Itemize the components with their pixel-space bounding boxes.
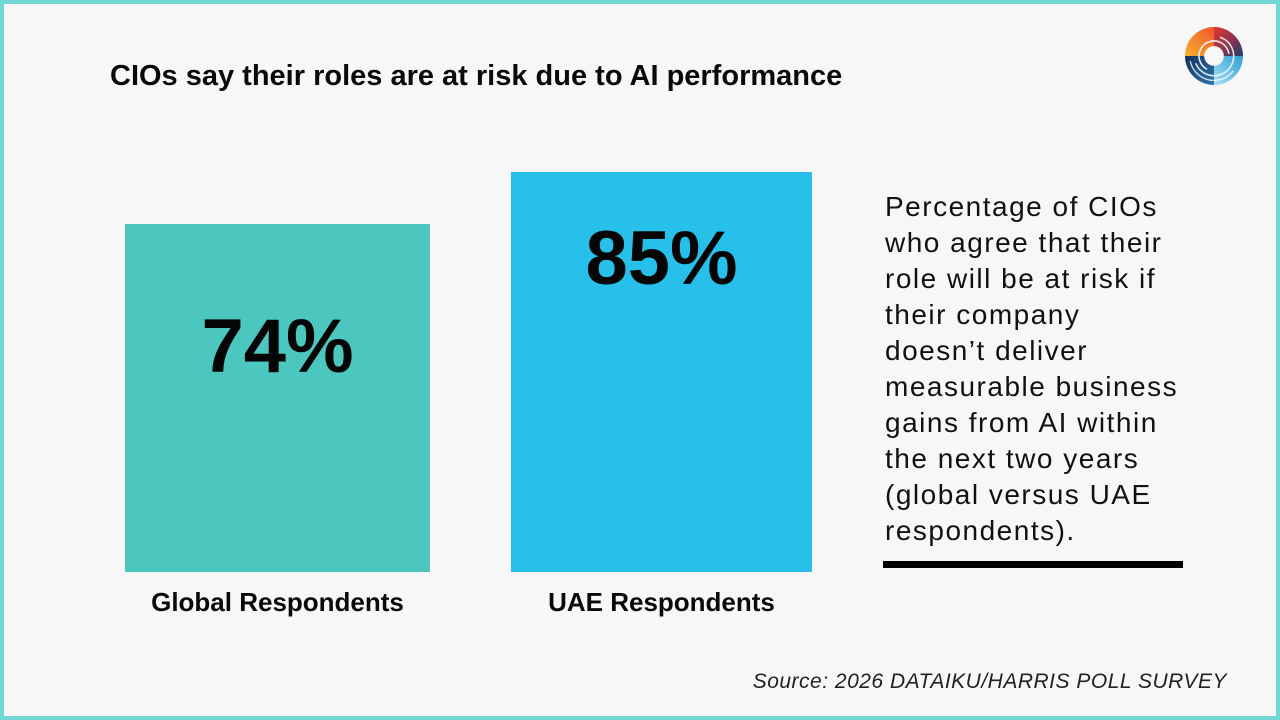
category-label-global: Global Respondents [151,587,404,617]
bar-global-respondents: 74% [125,224,430,572]
chart-description: Percentage of CIOs who agree that their … [885,191,1179,546]
swirl-logo-graphic [1185,27,1243,85]
bar-value-label-uae: 85% [585,216,738,301]
bar-value-label-global: 74% [201,304,354,389]
chart-title: CIOs say their roles are at risk due to … [110,60,843,92]
divider-rule [883,561,1183,568]
brand-swirl-logo-icon [1185,27,1243,85]
source-attribution: Source: 2026 DATAIKU/HARRIS POLL SURVEY [752,670,1227,693]
category-label-uae: UAE Respondents [548,587,775,617]
bar-uae-respondents: 85% [511,172,812,572]
